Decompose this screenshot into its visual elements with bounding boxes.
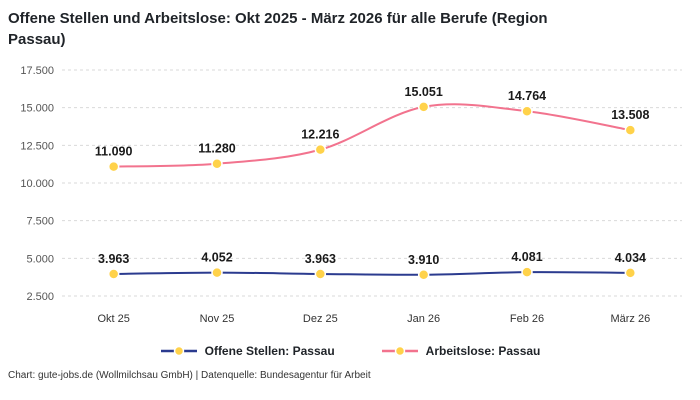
x-tick-label: Okt 25 — [97, 313, 129, 325]
data-point-marker[interactable] — [107, 268, 120, 280]
data-point-label: 4.052 — [201, 251, 232, 265]
y-tick-label: 15.000 — [20, 103, 54, 115]
y-tick-label: 12.500 — [20, 140, 54, 152]
data-point-label: 3.910 — [408, 253, 439, 267]
y-tick-label: 2.500 — [26, 291, 54, 303]
data-point-marker[interactable] — [624, 124, 637, 136]
legend-item-offene-stellen[interactable]: Offene Stellen: Passau — [160, 344, 335, 358]
data-point-marker[interactable] — [624, 267, 637, 279]
data-point-label: 14.764 — [508, 89, 546, 103]
data-point-label: 15.051 — [405, 85, 443, 99]
x-tick-label: Jan 26 — [407, 313, 440, 325]
data-point-label: 11.090 — [95, 145, 133, 159]
y-tick-label: 5.000 — [26, 253, 54, 265]
legend-line-marker-icon — [160, 345, 197, 357]
x-tick-label: Dez 25 — [303, 313, 338, 325]
data-point-marker[interactable] — [314, 268, 327, 280]
data-point-marker[interactable] — [107, 160, 120, 173]
y-tick-label: 10.000 — [20, 178, 54, 190]
data-point-label: 12.216 — [301, 128, 339, 142]
chart-area: 2.500 5.000 7.500 10.000 12.500 15.000 17.500 O… — [0, 52, 700, 336]
data-point-marker[interactable] — [417, 101, 430, 113]
source-attribution: Chart: gute-jobs.de (Wollmilchsau GmbH) … — [8, 370, 371, 381]
data-point-label: 3.963 — [98, 252, 129, 266]
y-tick-label: 7.500 — [26, 216, 54, 228]
data-point-marker[interactable] — [417, 269, 430, 281]
chart-title: Offene Stellen und Arbeitslose: Okt 2025… — [8, 10, 548, 48]
data-point-marker[interactable] — [521, 105, 533, 117]
data-point-marker[interactable] — [314, 143, 327, 156]
x-tick-label: Nov 25 — [200, 313, 235, 325]
legend-line-marker-icon — [381, 345, 418, 357]
x-tick-label: Feb 26 — [510, 313, 544, 325]
y-tick-label: 17.500 — [20, 65, 54, 77]
legend-item-arbeitslose[interactable]: Arbeitslose: Passau — [381, 344, 541, 358]
x-tick-label: März 26 — [610, 313, 650, 325]
data-point-marker[interactable] — [521, 266, 533, 278]
data-point-label: 11.280 — [198, 142, 236, 156]
data-point-label: 4.081 — [511, 250, 542, 264]
data-point-marker[interactable] — [211, 157, 223, 170]
series-line — [113, 103, 631, 168]
data-point-label: 4.034 — [615, 251, 646, 265]
series-line — [113, 271, 631, 276]
line-chart: 2.500 5.000 7.500 10.000 12.500 15.000 17.500 O… — [20, 65, 682, 325]
data-point-label: 13.508 — [611, 108, 649, 122]
legend-label-offene-stellen: Offene Stellen: Passau — [204, 344, 335, 358]
data-point-marker[interactable] — [211, 266, 223, 279]
legend: Offene Stellen: Passau Arbeitslose: Pass… — [0, 338, 700, 364]
legend-label-arbeitslose: Arbeitslose: Passau — [425, 344, 541, 358]
data-point-label: 3.963 — [305, 252, 336, 266]
